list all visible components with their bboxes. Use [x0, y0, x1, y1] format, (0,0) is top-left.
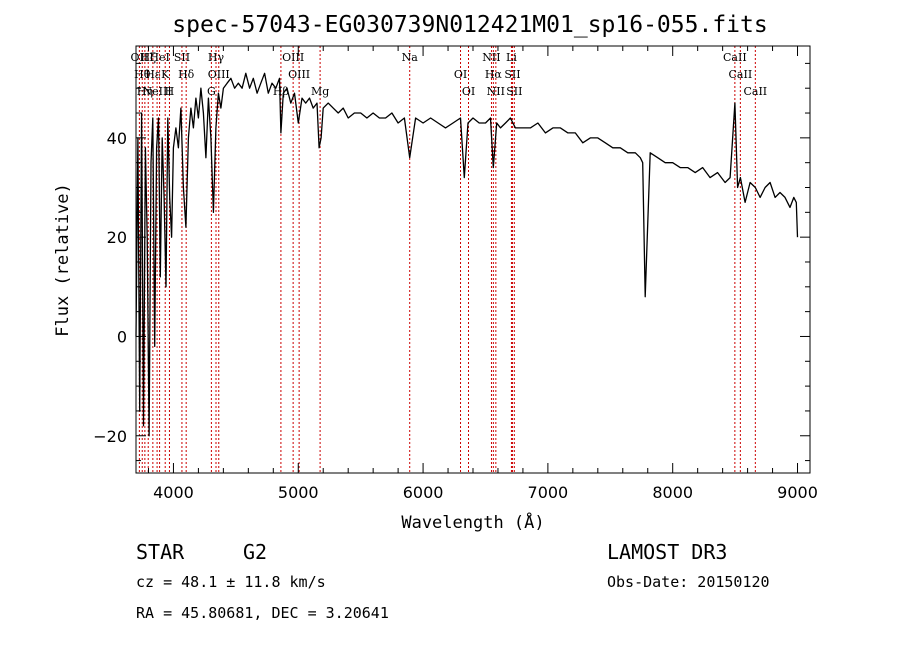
- emission-line-label: Hδ: [178, 68, 195, 81]
- y-axis-label: Flux (relative): [53, 183, 73, 337]
- emission-line-label: Li: [506, 51, 517, 64]
- line-labels: OII Hθ Hη Hζ Hε NeIII HeI KH SII Hδ G Hγ OIII Hβ OIII O…: [131, 51, 768, 98]
- emission-line-label: OI: [462, 85, 475, 98]
- emission-line-label: Hε: [145, 68, 161, 81]
- emission-line-label: SII: [504, 68, 520, 81]
- emission-line-label: G: [207, 85, 216, 98]
- emission-line-label: Hη: [137, 85, 153, 98]
- coordinates: RA = 45.80681, DEC = 3.20641: [136, 604, 389, 622]
- x-axis-label: Wavelength (Å): [401, 511, 544, 533]
- emission-line-label: Hβ: [273, 85, 289, 98]
- emission-line-label: OIII: [282, 51, 304, 64]
- emission-line-label: CaII: [729, 68, 753, 81]
- emission-line-label: SII: [506, 85, 522, 98]
- emission-line-label: K: [161, 68, 170, 81]
- emission-line-label: NeIII: [143, 85, 172, 98]
- chart-title: spec-57043-EG030739N012421M01_sp16-055.f…: [172, 12, 767, 38]
- y-tick-label: 20: [107, 228, 127, 247]
- emission-line-label: Hζ: [140, 51, 156, 64]
- emission-line-label: CaII: [743, 85, 767, 98]
- emission-line-label: OII: [131, 51, 149, 64]
- emission-line-label: OIII: [288, 68, 310, 81]
- emission-line-label: H: [165, 85, 175, 98]
- survey-name: LAMOST DR3: [607, 540, 728, 564]
- observation-date: Obs-Date: 20150120: [607, 573, 770, 591]
- emission-line-label: HeI: [149, 51, 169, 64]
- emission-line-label: CaII: [723, 51, 747, 64]
- emission-line-label: SII: [174, 51, 190, 64]
- emission-line-label: OIII: [208, 68, 230, 81]
- spectral-subclass: G2: [243, 540, 268, 564]
- emission-line-markers: [138, 46, 756, 473]
- emission-line-label: NII: [487, 85, 505, 98]
- emission-line-label: Hγ: [208, 51, 225, 64]
- emission-line-label: Na: [402, 51, 419, 64]
- emission-line-label: NII: [482, 51, 500, 64]
- x-tick-label: 7000: [528, 483, 569, 502]
- emission-line-label: Hα: [485, 68, 503, 81]
- axis-ticks: 4000 5000 6000 7000 8000 9000 −20 0 20 40: [93, 46, 818, 502]
- y-tick-label: 40: [107, 129, 127, 148]
- x-tick-label: 8000: [652, 483, 693, 502]
- emission-line-label: OI: [454, 68, 467, 81]
- y-tick-label: −20: [93, 427, 127, 446]
- emission-line-label: Hθ: [134, 68, 151, 81]
- x-tick-label: 9000: [777, 483, 818, 502]
- x-tick-label: 4000: [153, 483, 194, 502]
- object-class: STAR: [136, 540, 185, 564]
- redshift-value: cz = 48.1 ± 11.8 km/s: [136, 573, 326, 591]
- emission-line-label: Mg: [311, 85, 329, 98]
- y-tick-label: 0: [117, 327, 127, 346]
- plot-frame: [135, 45, 811, 474]
- x-tick-label: 5000: [278, 483, 319, 502]
- x-tick-label: 6000: [403, 483, 444, 502]
- spectrum-line: [135, 72, 799, 437]
